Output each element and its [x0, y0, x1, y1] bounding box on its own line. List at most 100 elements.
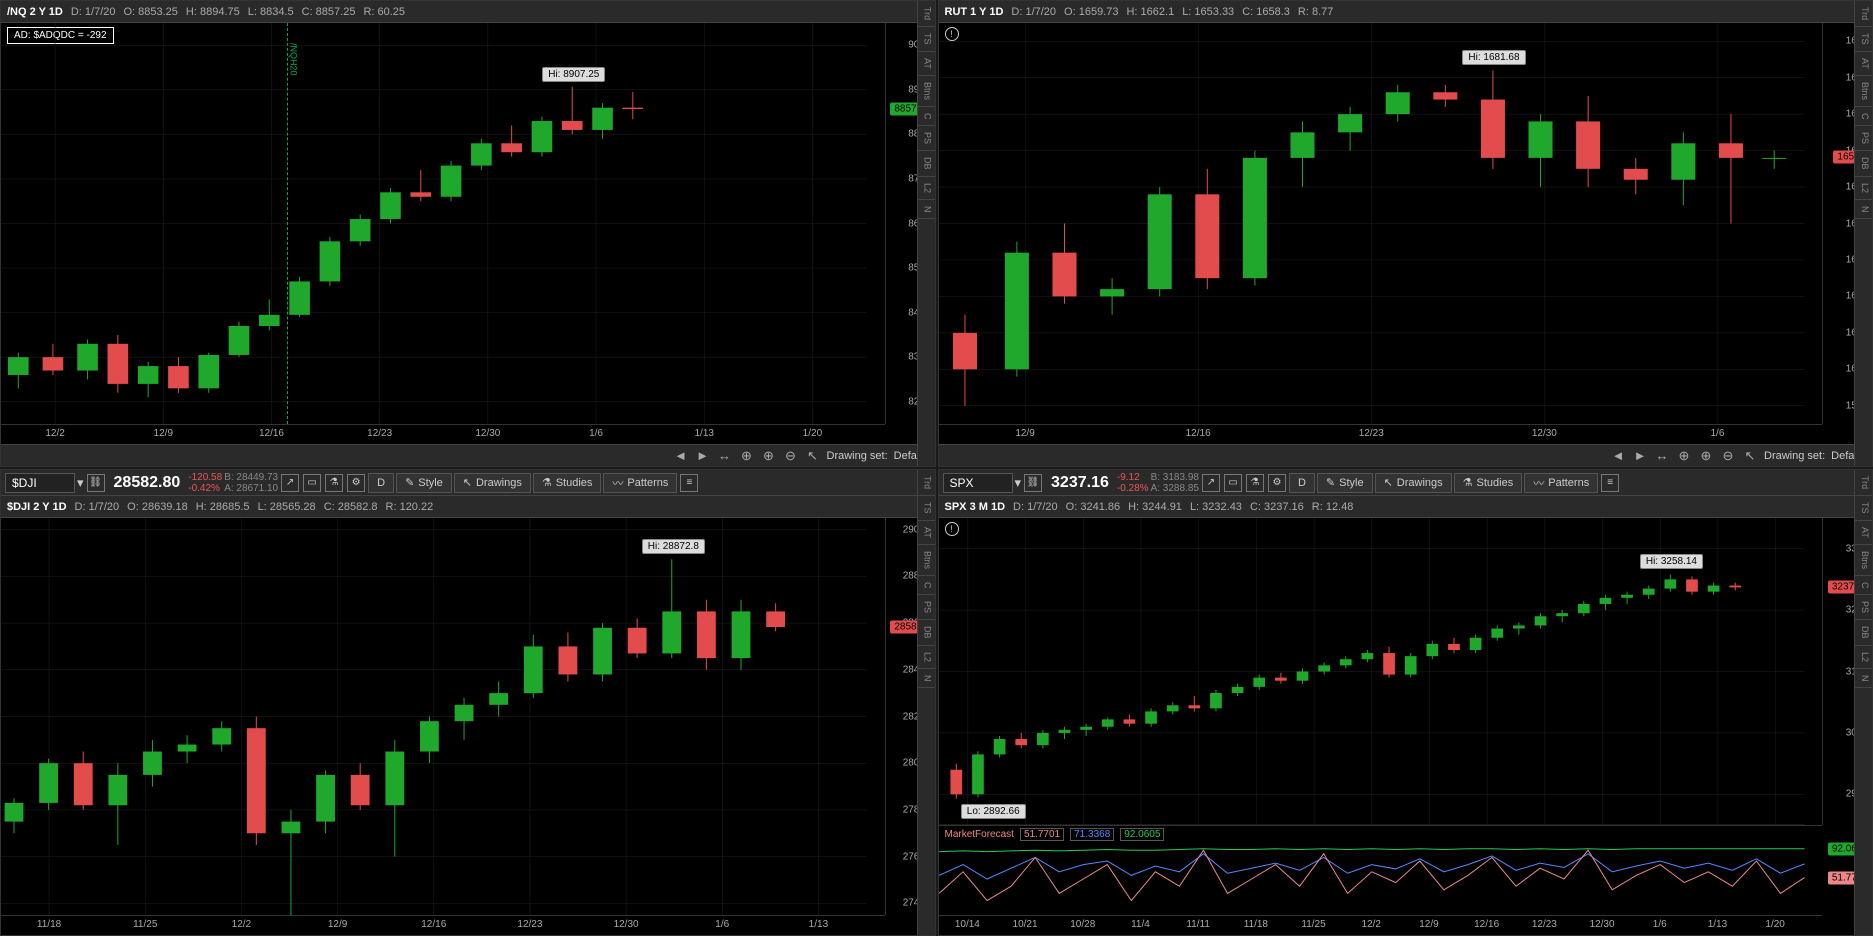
date-label: D: 1/7/20	[75, 501, 120, 513]
side-tab-ts[interactable]: TS	[1855, 496, 1872, 521]
side-tab-n[interactable]: N	[1855, 200, 1872, 220]
close-label: C: 1658.3	[1242, 6, 1290, 18]
share-icon[interactable]: ↗	[1202, 474, 1220, 492]
monitor-icon[interactable]: ▭	[1224, 474, 1242, 492]
side-tabs: TrdTSATBtnsCPSDBL2N	[1854, 470, 1872, 935]
side-tab-btns[interactable]: Btns	[1855, 76, 1872, 107]
side-tab-l2[interactable]: L2	[918, 646, 935, 669]
nav-right-icon[interactable]: ►	[1632, 448, 1648, 464]
chart-rut[interactable]: ! 16901680167016601650164016301620161016…	[939, 23, 1873, 444]
side-tab-c[interactable]: C	[1855, 576, 1872, 596]
side-tab-n[interactable]: N	[918, 200, 935, 220]
nav-left-icon[interactable]: ◄	[673, 448, 689, 464]
side-tab-at[interactable]: AT	[918, 521, 935, 545]
nav-left-icon[interactable]: ◄	[1610, 448, 1626, 464]
drawings-button[interactable]: ↖ Drawings	[454, 473, 531, 493]
side-tab-btns[interactable]: Btns	[918, 76, 935, 107]
target-icon[interactable]: ⊕	[1676, 448, 1692, 464]
side-tab-at[interactable]: AT	[1855, 521, 1872, 545]
side-tab-ts[interactable]: TS	[1855, 27, 1872, 52]
side-tab-ps[interactable]: PS	[1855, 126, 1872, 151]
style-button[interactable]: ✎ Style	[396, 473, 452, 493]
hi-annotation: Hi: 1681.68	[1462, 50, 1525, 65]
link-icon[interactable]: ⛓	[87, 474, 105, 492]
side-tab-c[interactable]: C	[918, 576, 935, 596]
style-button[interactable]: ✎ Style	[1317, 473, 1373, 493]
side-tab-db[interactable]: DB	[1855, 151, 1872, 177]
side-tab-btns[interactable]: Btns	[918, 545, 935, 576]
symbol-label: $DJI 2 Y 1D	[7, 501, 67, 513]
settings-icon[interactable]: ⚙	[1268, 474, 1286, 492]
dropdown-icon[interactable]: ▾	[1015, 475, 1022, 491]
side-tab-trd[interactable]: Trd	[918, 470, 935, 496]
side-tab-l2[interactable]: L2	[918, 177, 935, 200]
target-icon[interactable]: ⊕	[739, 448, 755, 464]
side-tab-l2[interactable]: L2	[1855, 646, 1872, 669]
side-tab-ts[interactable]: TS	[918, 496, 935, 521]
zoom-out-icon[interactable]: ⊖	[783, 448, 799, 464]
cursor-icon[interactable]: ↖	[1742, 448, 1758, 464]
x-axis: 10/1410/2110/2811/411/1111/1811/2512/212…	[939, 915, 1823, 935]
side-tab-c[interactable]: C	[1855, 107, 1872, 127]
studies-button[interactable]: ⚗ Studies	[533, 473, 602, 493]
side-tab-at[interactable]: AT	[918, 52, 935, 76]
share-icon[interactable]: ↗	[281, 474, 299, 492]
side-tab-n[interactable]: N	[1855, 669, 1872, 689]
studies-button[interactable]: ⚗ Studies	[1454, 473, 1523, 493]
flask-icon[interactable]: ⚗	[325, 474, 343, 492]
patterns-button[interactable]: 〰 Patterns	[1524, 473, 1598, 493]
list-icon[interactable]: ≡	[1601, 474, 1619, 492]
chart-dji[interactable]: 2900028800286002840028200280002780027600…	[1, 518, 935, 935]
header-rut: RUT 1 Y 1D D: 1/7/20 O: 1659.73 H: 1662.…	[939, 1, 1873, 23]
side-tab-ps[interactable]: PS	[918, 595, 935, 620]
price-value: 3237.16	[1045, 474, 1115, 492]
side-tab-l2[interactable]: L2	[1855, 177, 1872, 200]
flask-icon[interactable]: ⚗	[1246, 474, 1264, 492]
chart-nq[interactable]: AD: $ADQDC = -292 9000890088008700860085…	[1, 23, 935, 444]
dropdown-icon[interactable]: ▾	[77, 475, 84, 491]
side-tab-btns[interactable]: Btns	[1855, 545, 1872, 576]
period-button[interactable]: D	[368, 473, 394, 493]
ask-value: A: 3288.85	[1151, 483, 1199, 494]
side-tabs: TrdTSATBtnsCPSDBL2N	[1854, 1, 1872, 466]
pan-icon[interactable]: ↔	[1654, 448, 1670, 464]
side-tab-ps[interactable]: PS	[918, 126, 935, 151]
side-tabs: TrdTSATBtnsCPSDBL2N	[917, 1, 935, 466]
hi-annotation: Hi: 28872.8	[642, 539, 705, 554]
list-icon[interactable]: ≡	[680, 474, 698, 492]
side-tab-at[interactable]: AT	[1855, 52, 1872, 76]
hi-annotation: Hi: 8907.25	[542, 67, 605, 82]
panel-dji: ▾ ⛓ 28582.80 -120.58 -0.42% B: 28449.73 …	[0, 469, 936, 936]
footer-nq: ◄ ► ↔ ⊕ ⊕ ⊖ ↖ Drawing set: Default	[1, 444, 935, 466]
link-icon[interactable]: ⛓	[1024, 474, 1042, 492]
mf-v3: 92.0605	[1120, 828, 1164, 841]
drawings-button[interactable]: ↖ Drawings	[1375, 473, 1452, 493]
side-tab-n[interactable]: N	[918, 669, 935, 689]
side-tab-ps[interactable]: PS	[1855, 595, 1872, 620]
side-tab-c[interactable]: C	[918, 107, 935, 127]
symbol-input[interactable]	[943, 473, 1013, 493]
symbol-input[interactable]	[5, 473, 75, 493]
side-tab-trd[interactable]: Trd	[1855, 1, 1872, 27]
nav-right-icon[interactable]: ►	[695, 448, 711, 464]
settings-icon[interactable]: ⚙	[347, 474, 365, 492]
side-tab-db[interactable]: DB	[918, 151, 935, 177]
side-tab-db[interactable]: DB	[918, 620, 935, 646]
close-label: C: 3237.16	[1250, 501, 1304, 513]
open-label: O: 28639.18	[127, 501, 188, 513]
side-tab-trd[interactable]: Trd	[918, 1, 935, 27]
zoom-in-icon[interactable]: ⊕	[1698, 448, 1714, 464]
mf-v1: 51.7701	[1020, 828, 1064, 841]
pan-icon[interactable]: ↔	[717, 448, 733, 464]
side-tab-trd[interactable]: Trd	[1855, 470, 1872, 496]
side-tab-ts[interactable]: TS	[918, 27, 935, 52]
range-label: R: 12.48	[1312, 501, 1354, 513]
patterns-button[interactable]: 〰 Patterns	[603, 473, 677, 493]
chart-spx[interactable]: ! 330032003100300029003237.16 10/1410/21…	[939, 518, 1873, 935]
period-button[interactable]: D	[1289, 473, 1315, 493]
cursor-icon[interactable]: ↖	[805, 448, 821, 464]
monitor-icon[interactable]: ▭	[303, 474, 321, 492]
zoom-out-icon[interactable]: ⊖	[1720, 448, 1736, 464]
zoom-in-icon[interactable]: ⊕	[761, 448, 777, 464]
side-tab-db[interactable]: DB	[1855, 620, 1872, 646]
